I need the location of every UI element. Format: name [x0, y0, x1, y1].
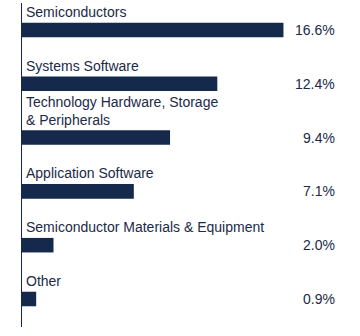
svg-text:Systems Software: Systems Software	[26, 58, 139, 74]
svg-text:12.4%: 12.4%	[295, 76, 335, 92]
svg-text:16.6%: 16.6%	[295, 22, 335, 38]
svg-text:9.4%: 9.4%	[303, 130, 335, 146]
svg-text:2.0%: 2.0%	[303, 237, 335, 253]
svg-text:Technology Hardware, Storage&: Technology Hardware, Storage& Peripheral…	[26, 94, 218, 128]
svg-text:0.9%: 0.9%	[303, 291, 335, 307]
svg-text:Semiconductor Materials & Equi: Semiconductor Materials & Equipment	[26, 219, 264, 235]
svg-text:Semiconductors: Semiconductors	[26, 4, 126, 20]
svg-text:7.1%: 7.1%	[303, 183, 335, 199]
svg-text:Other: Other	[26, 273, 61, 289]
svg-text:Application Software: Application Software	[26, 165, 154, 181]
